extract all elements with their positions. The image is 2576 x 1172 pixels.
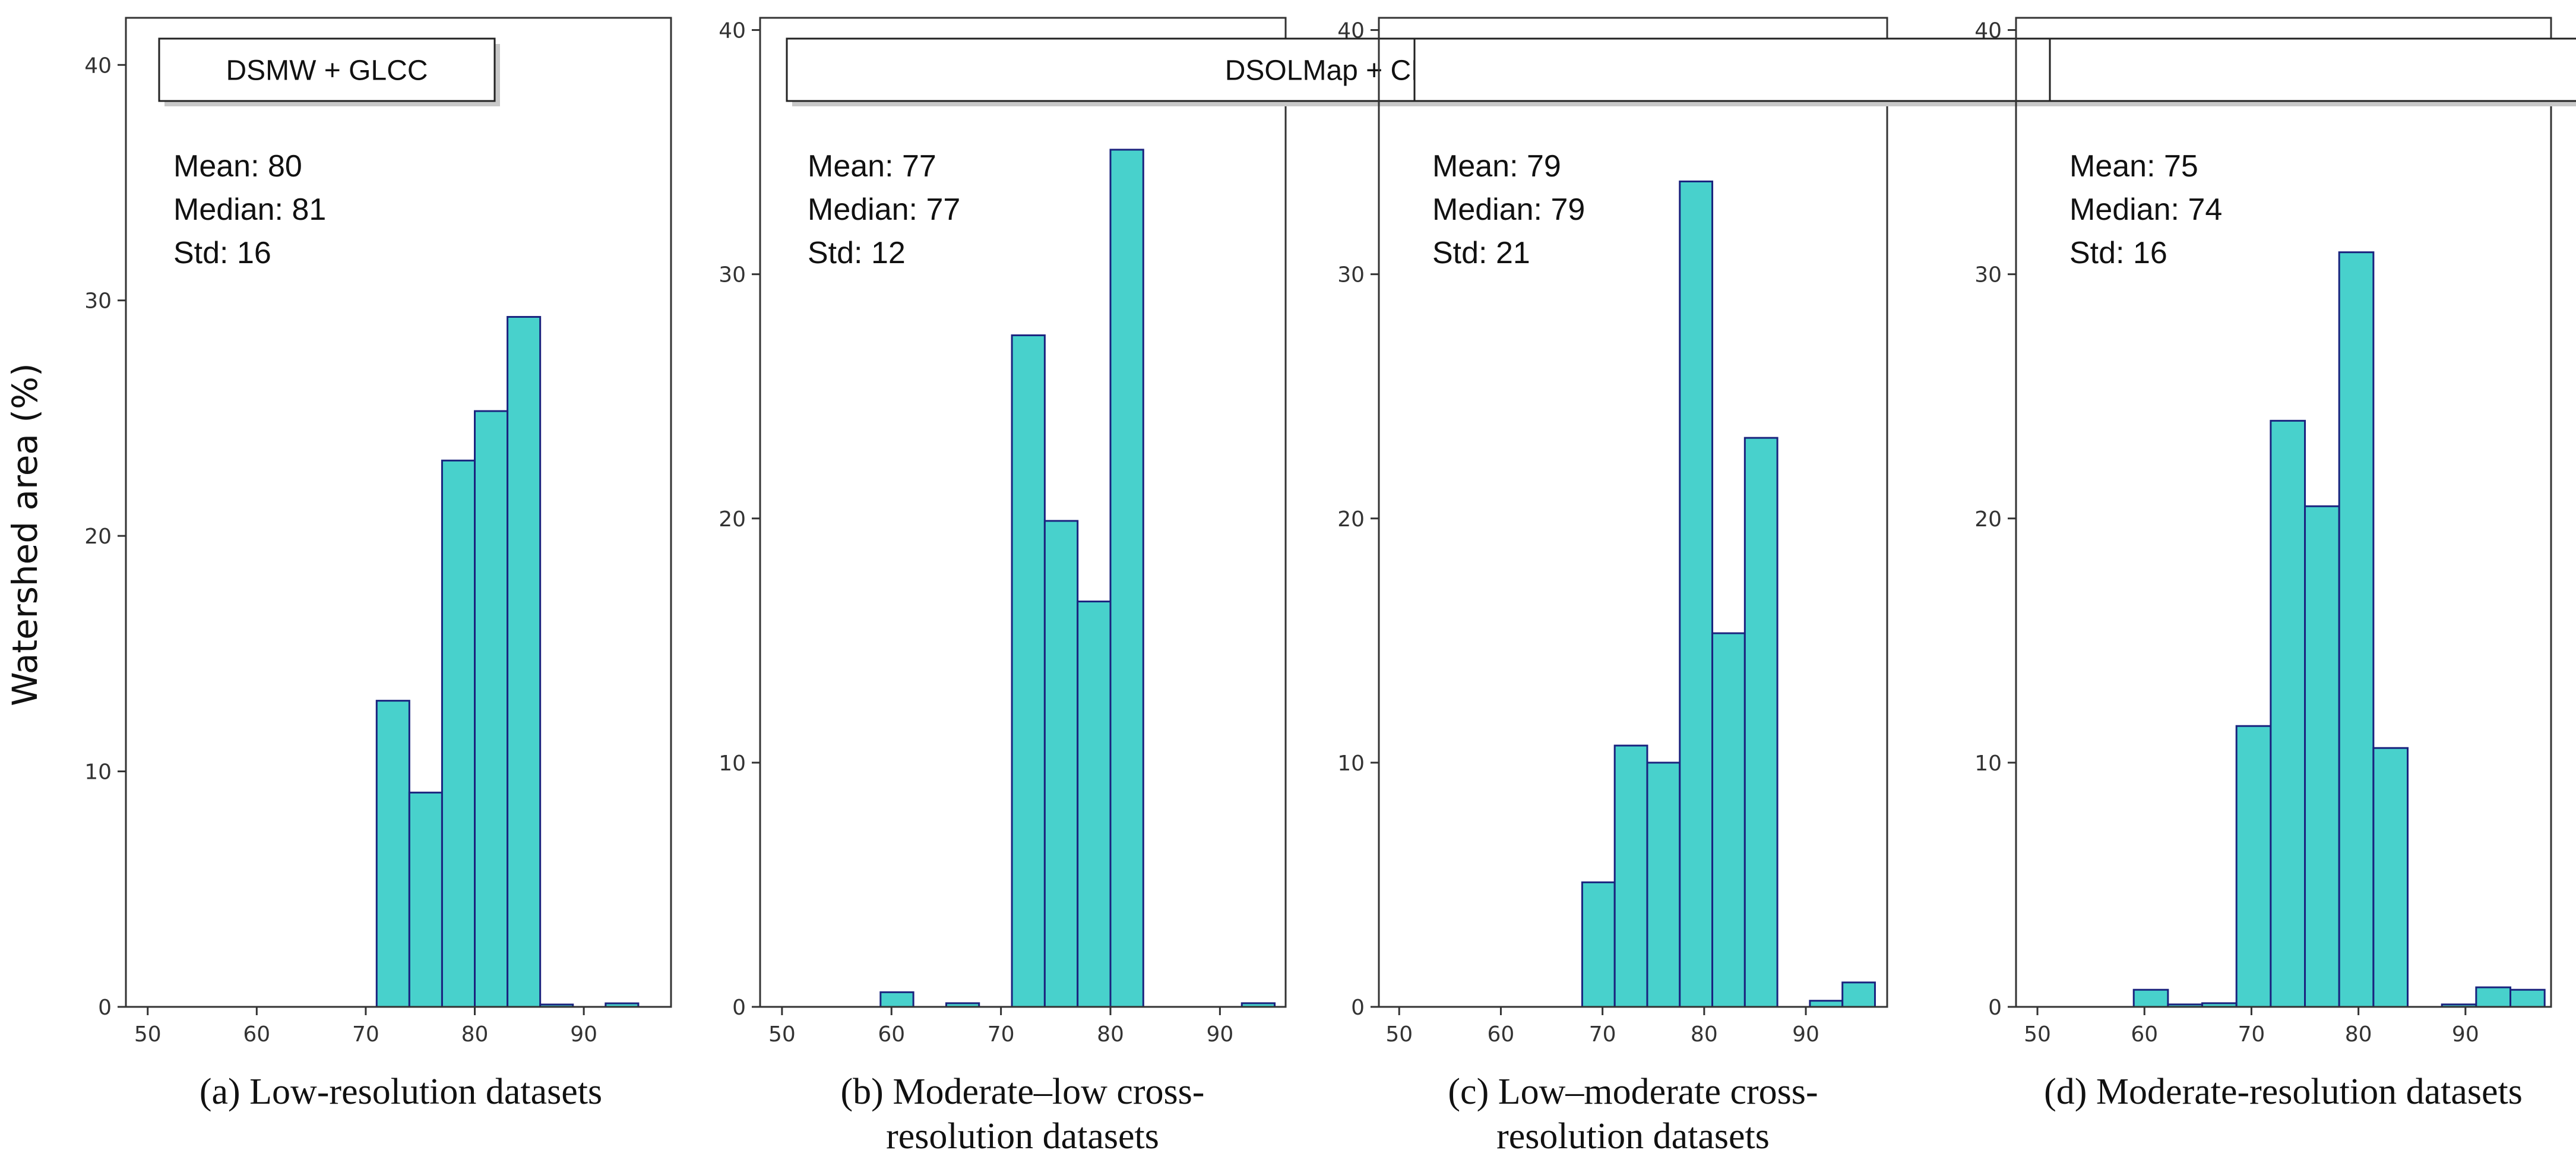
y-tick-label: 0 <box>732 996 746 1020</box>
histogram-bar <box>2372 747 2409 1008</box>
histogram-bar <box>1581 881 1616 1008</box>
x-tick-label: 60 <box>878 1022 905 1047</box>
stat-median: Median: 81 <box>173 192 326 227</box>
x-tick-label: 70 <box>1589 1022 1616 1047</box>
y-tick-label: 30 <box>1974 263 2002 288</box>
x-tick-label: 80 <box>1691 1022 1718 1047</box>
panel-title: DSMW + GLCC <box>226 55 428 87</box>
histogram-bar <box>408 791 443 1008</box>
stat-mean: Mean: 79 <box>1432 149 1561 184</box>
x-tick-label: 90 <box>1792 1022 1819 1047</box>
y-tick-label: 20 <box>719 507 746 532</box>
histogram-bar <box>1109 149 1144 1008</box>
y-tick-label: 10 <box>84 760 112 785</box>
histogram-bar <box>2270 419 2306 1008</box>
x-tick-label: 50 <box>134 1022 162 1047</box>
stat-std: Std: 21 <box>1432 236 1530 270</box>
histogram-bar <box>2132 988 2169 1008</box>
panel-caption: resolution datasets <box>886 1116 1159 1157</box>
stat-median: Median: 74 <box>2069 192 2222 227</box>
x-tick-label: 70 <box>988 1022 1015 1047</box>
histogram-bar <box>1711 632 1746 1008</box>
y-tick-label: 30 <box>1337 263 1365 288</box>
x-tick-label: 70 <box>352 1022 379 1047</box>
y-tick-label: 30 <box>84 289 112 314</box>
axes-frame <box>1378 17 1888 1008</box>
stat-mean: Mean: 77 <box>808 149 936 184</box>
stat-mean: Mean: 80 <box>173 149 302 184</box>
panel-caption: resolution datasets <box>1496 1116 1770 1157</box>
x-tick-label: 60 <box>1488 1022 1515 1047</box>
x-tick-label: 60 <box>2131 1022 2158 1047</box>
panel-caption: (c) Low–moderate cross- <box>1448 1072 1818 1112</box>
y-tick-label: 40 <box>1974 19 2002 43</box>
x-tick-label: 60 <box>243 1022 270 1047</box>
histogram-bar <box>2235 725 2272 1008</box>
x-tick-label: 50 <box>768 1022 796 1047</box>
y-tick-label: 0 <box>1351 996 1365 1020</box>
histogram-bar <box>2304 505 2340 1008</box>
panel-caption: (d) Moderate-resolution datasets <box>2044 1072 2523 1112</box>
histogram-bar <box>1011 334 1046 1008</box>
x-tick-label: 50 <box>1385 1022 1413 1047</box>
histogram-bar <box>507 315 542 1008</box>
y-tick-label: 10 <box>1337 751 1365 776</box>
stat-median: Median: 79 <box>1432 192 1585 227</box>
histogram-bar <box>474 410 509 1008</box>
y-tick-label: 20 <box>1974 507 2002 532</box>
x-tick-label: 90 <box>570 1022 597 1047</box>
histogram-bar <box>1646 762 1681 1008</box>
title-box <box>158 37 496 102</box>
histogram-bar <box>1809 1000 1844 1008</box>
stat-std: Std: 16 <box>2069 236 2167 270</box>
y-tick-label: 40 <box>84 53 112 78</box>
stat-mean: Mean: 75 <box>2069 149 2198 184</box>
y-tick-label: 10 <box>1974 751 2002 776</box>
x-tick-label: 80 <box>2345 1022 2372 1047</box>
x-tick-label: 80 <box>461 1022 489 1047</box>
y-tick-label: 10 <box>719 751 746 776</box>
histogram-bar <box>1077 601 1112 1008</box>
stat-std: Std: 12 <box>808 236 906 270</box>
axes-frame <box>2015 17 2552 1008</box>
x-tick-label: 80 <box>1097 1022 1124 1047</box>
x-tick-label: 90 <box>1206 1022 1233 1047</box>
y-tick-label: 20 <box>1337 507 1365 532</box>
y-axis-label: Watershed area (%) <box>5 363 45 706</box>
y-tick-label: 40 <box>1337 19 1365 43</box>
axes-frame <box>759 17 1287 1008</box>
histogram-bar <box>1043 520 1079 1008</box>
x-tick-label: 90 <box>2452 1022 2479 1047</box>
histogram-bar <box>2509 988 2546 1008</box>
histogram-bar <box>1613 744 1648 1008</box>
y-tick-label: 30 <box>719 263 746 288</box>
y-tick-label: 40 <box>719 19 746 43</box>
y-tick-label: 20 <box>84 525 112 549</box>
panel-caption: (a) Low-resolution datasets <box>200 1072 602 1112</box>
histogram-bar <box>2475 986 2512 1008</box>
x-tick-label: 50 <box>2024 1022 2051 1047</box>
axes-frame <box>125 17 672 1008</box>
histogram-bar <box>1841 981 1876 1008</box>
panel-caption: (b) Moderate–low cross- <box>841 1072 1205 1112</box>
histogram-bar <box>375 700 410 1008</box>
x-tick-label: 70 <box>2238 1022 2265 1047</box>
histogram-bar <box>2338 251 2375 1008</box>
histogram-bar <box>1743 437 1778 1008</box>
histogram-bar <box>1679 180 1714 1008</box>
title-box <box>2049 37 2576 102</box>
y-tick-label: 0 <box>98 996 112 1020</box>
stat-median: Median: 77 <box>808 192 960 227</box>
histogram-bar <box>879 991 914 1008</box>
stat-std: Std: 16 <box>173 236 271 270</box>
histogram-bar <box>441 459 476 1008</box>
y-tick-label: 0 <box>1988 996 2002 1020</box>
